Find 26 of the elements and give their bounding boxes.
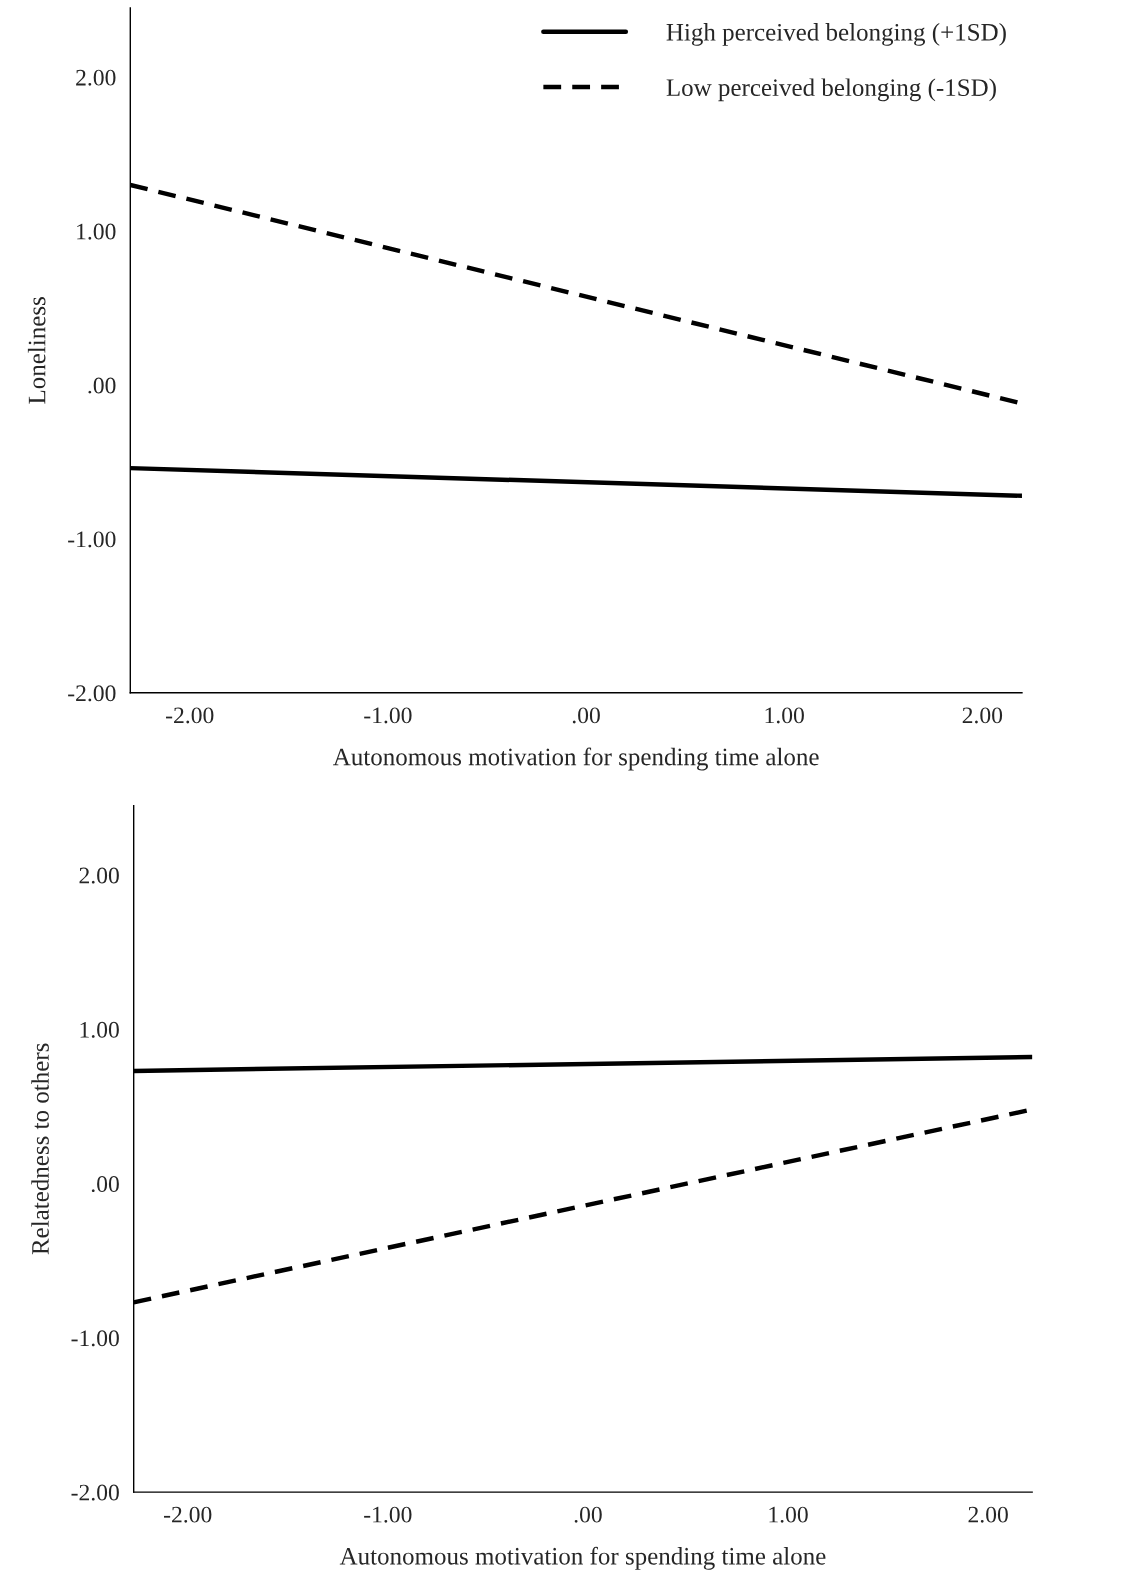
y-tick-label: 1.00 — [80, 1021, 119, 1038]
y-tick-label: .00 — [88, 377, 116, 394]
x-tick-label: .00 — [572, 707, 600, 724]
x-tick-label: 1.00 — [769, 1506, 808, 1523]
x-axis-title: Autonomous motivation for spending time alone — [333, 747, 819, 771]
x-tick-label: 1.00 — [765, 707, 804, 724]
y-axis-title: Loneliness — [27, 297, 46, 404]
x-tick-label: -1.00 — [364, 707, 412, 724]
y-tick-label: -2.00 — [68, 685, 116, 702]
x-tick-label: -2.00 — [164, 1506, 212, 1523]
y-tick-label: 2.00 — [79, 867, 119, 884]
y-tick-label: 1.00 — [77, 223, 116, 240]
y-axis-title: Relatedness to others — [31, 1043, 49, 1255]
y-tick-label: -1.00 — [71, 1330, 119, 1347]
x-tick-label: 2.00 — [968, 1506, 1008, 1523]
y-tick-label: -2.00 — [71, 1484, 119, 1501]
legend-label: Low perceived belonging (-1SD) — [666, 78, 996, 102]
x-axis-title: Autonomous motivation for spending time alone — [339, 1546, 826, 1570]
x-tick-label: -2.00 — [166, 707, 214, 724]
x-tick-label: 2.00 — [962, 707, 1003, 724]
y-tick-label: 2.00 — [76, 69, 116, 86]
y-tick-label: -1.00 — [68, 531, 116, 548]
x-tick-label: -1.00 — [364, 1506, 412, 1523]
legend-label: High perceived belonging (+1SD) — [666, 23, 1006, 46]
y-tick-label: .00 — [91, 1176, 119, 1193]
x-tick-label: .00 — [574, 1506, 602, 1523]
